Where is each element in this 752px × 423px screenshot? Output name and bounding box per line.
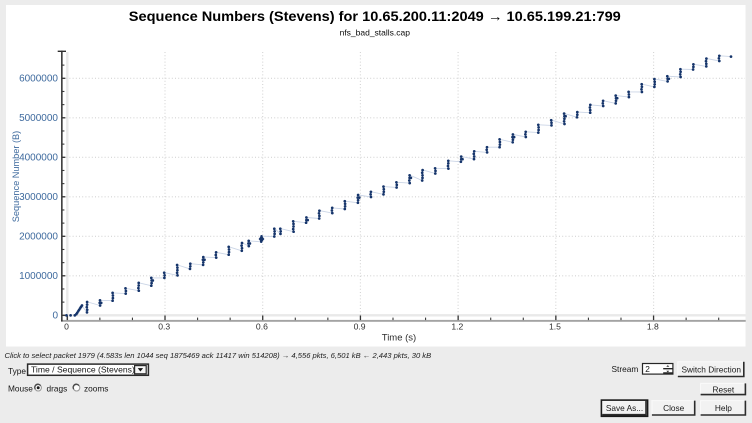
svg-text:Click to select packet 1979 (4: Click to select packet 1979 (4.583s len … — [5, 351, 432, 360]
svg-text:3000000: 3000000 — [19, 192, 58, 203]
svg-text:Sequence Number (B): Sequence Number (B) — [11, 131, 21, 222]
svg-text:Close: Close — [663, 403, 685, 413]
svg-text:Stream: Stream — [612, 364, 639, 374]
svg-text:5000000: 5000000 — [19, 113, 58, 124]
svg-text:0.3: 0.3 — [158, 321, 170, 331]
svg-text:zooms: zooms — [84, 383, 108, 393]
svg-text:1.8: 1.8 — [647, 321, 659, 331]
svg-text:6000000: 6000000 — [19, 74, 58, 85]
svg-text:0: 0 — [64, 321, 69, 331]
svg-text:Sequence Numbers (Stevens) for: Sequence Numbers (Stevens) for 10.65.200… — [129, 8, 621, 24]
svg-text:0.6: 0.6 — [256, 321, 268, 331]
svg-text:nfs_bad_stalls.cap: nfs_bad_stalls.cap — [340, 28, 411, 38]
svg-text:drags: drags — [47, 383, 68, 393]
svg-text:1.2: 1.2 — [451, 321, 463, 331]
svg-text:Time (s): Time (s) — [382, 333, 416, 344]
svg-text:Mouse: Mouse — [8, 383, 33, 393]
svg-text:2: 2 — [645, 364, 650, 374]
svg-text:Type: Type — [8, 366, 26, 376]
svg-text:0: 0 — [52, 311, 58, 322]
svg-text:Save As...: Save As... — [606, 403, 643, 413]
svg-text:Switch Direction: Switch Direction — [681, 364, 741, 374]
svg-text:1.5: 1.5 — [549, 321, 561, 331]
svg-text:Time / Sequence (Stevens): Time / Sequence (Stevens) — [31, 365, 135, 375]
svg-text:0.9: 0.9 — [354, 321, 366, 331]
svg-text:Reset: Reset — [713, 384, 735, 394]
svg-text:1000000: 1000000 — [19, 271, 58, 282]
svg-text:Help: Help — [715, 403, 732, 413]
svg-text:2000000: 2000000 — [19, 232, 58, 243]
svg-text:4000000: 4000000 — [19, 153, 58, 164]
